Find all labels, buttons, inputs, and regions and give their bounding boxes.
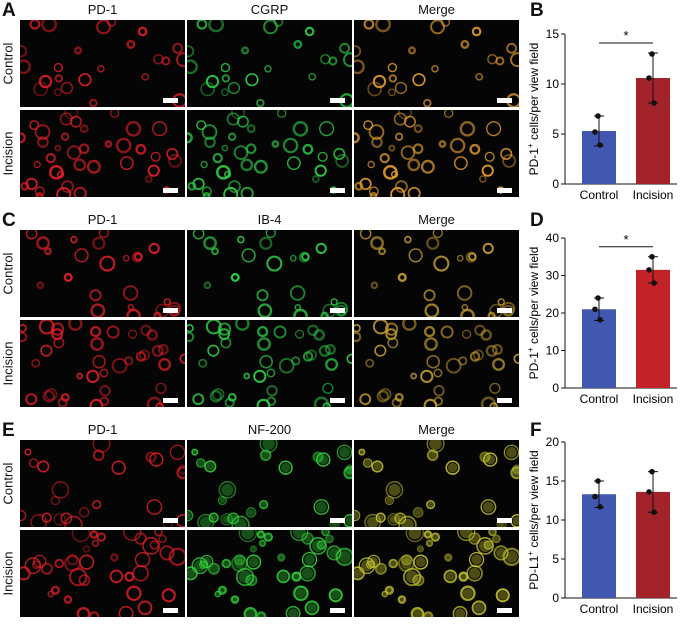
panel-letter-b: B — [530, 0, 544, 21]
y-tick-label: 0 — [552, 177, 559, 191]
data-point — [592, 129, 598, 135]
data-point — [597, 503, 603, 510]
y-axis-label-rest: cells/per view field — [527, 450, 541, 551]
y-axis-label-sup: + — [527, 551, 535, 556]
y-axis-label: PD-1+ cells/per view field — [527, 247, 541, 380]
y-tick-label: 30 — [546, 269, 560, 283]
channel-label: PD-1 — [87, 212, 118, 227]
micrograph-image — [20, 320, 185, 407]
row-label: Control — [0, 462, 16, 504]
bar-control — [582, 494, 616, 598]
micrograph-image — [187, 320, 352, 407]
micrograph-image — [20, 440, 185, 527]
micrograph-image — [354, 230, 519, 317]
y-axis-label-main: PD-1 — [527, 148, 541, 176]
y-tick-label: 20 — [546, 435, 560, 449]
channel-label: PD-1 — [87, 2, 118, 17]
y-tick-label: 40 — [546, 231, 560, 245]
category-label: Incision — [633, 602, 674, 616]
micrograph-image — [20, 20, 185, 107]
y-tick-label: 20 — [546, 306, 560, 320]
bar-incision — [636, 269, 670, 388]
row-label: Control — [0, 42, 16, 84]
y-tick-label: 10 — [546, 344, 560, 358]
data-point — [646, 75, 652, 81]
channel-label: NF-200 — [247, 422, 292, 437]
y-axis-label-rest: cells/per view field — [527, 43, 541, 144]
row-label: Incision — [0, 550, 16, 596]
micrograph-image — [354, 440, 519, 527]
panel-letter-c: C — [2, 210, 16, 231]
panel-letter-e: E — [2, 420, 15, 441]
data-point — [651, 509, 657, 515]
panel-letter-f: F — [530, 420, 542, 441]
data-point — [646, 267, 652, 273]
micrograph-image — [187, 530, 352, 617]
data-point — [592, 493, 598, 500]
significance-star: * — [623, 28, 628, 43]
channel-label: Merge — [418, 2, 455, 17]
row-label: Incision — [0, 340, 16, 386]
micrograph-image — [187, 20, 352, 107]
panel-letter-d: D — [530, 210, 544, 231]
micrograph-image — [354, 110, 519, 197]
y-axis-label-main: PD-L1 — [527, 555, 541, 589]
y-tick-label: 10 — [546, 77, 560, 91]
channel-label: Merge — [418, 422, 455, 437]
y-axis-label-sup: + — [527, 143, 535, 148]
data-point — [592, 306, 598, 313]
y-tick-label: 0 — [552, 381, 559, 395]
y-axis-label-sup: + — [527, 347, 535, 352]
y-axis-label: PD-1+ cells/per view field — [527, 43, 541, 176]
y-tick-label: 15 — [546, 27, 560, 41]
data-point — [651, 100, 657, 106]
micrograph-image — [354, 20, 519, 107]
significance-star: * — [623, 232, 628, 247]
bar-chart-b: 0 5 10 15 PD-1+ cells/per view field Control I… — [527, 27, 677, 202]
data-point — [595, 478, 601, 484]
data-point — [597, 142, 603, 148]
row-label: Incision — [0, 130, 16, 176]
bar-chart-d: 0 10 20 30 40 PD-1+ cells/per view field Contr… — [527, 231, 677, 406]
y-tick-label: 0 — [552, 591, 559, 605]
micrograph-image — [187, 110, 352, 197]
y-axis-label-rest: cells/per view field — [527, 247, 541, 348]
micrograph-image — [20, 530, 185, 617]
data-point — [649, 253, 655, 260]
category-label: Control — [580, 188, 619, 202]
y-axis-label-main: PD-1 — [527, 352, 541, 380]
micrograph-image — [187, 230, 352, 317]
channel-label: PD-1 — [87, 422, 118, 437]
micrograph-image — [354, 530, 519, 617]
bar-control — [582, 309, 616, 388]
channel-label: IB-4 — [257, 212, 282, 227]
data-point — [649, 468, 655, 475]
bar-chart-f: 0 5 10 15 20 PD-L1+ cells/per view field Contr… — [527, 435, 677, 616]
panel-letter-a: A — [2, 0, 16, 21]
row-label: Control — [0, 252, 16, 294]
category-label: Incision — [633, 392, 674, 406]
y-tick-label: 5 — [552, 552, 559, 566]
data-point — [651, 280, 657, 286]
micrograph-image — [354, 320, 519, 407]
category-label: Control — [580, 602, 619, 616]
y-tick-label: 15 — [546, 474, 560, 488]
y-axis-label: PD-L1+ cells/per view field — [527, 450, 541, 589]
y-tick-label: 10 — [546, 513, 560, 527]
category-label: Control — [580, 392, 619, 406]
channel-label: Merge — [418, 212, 455, 227]
channel-label: CGRP — [250, 2, 289, 17]
micrograph-image — [187, 440, 352, 527]
micrograph-image — [20, 230, 185, 317]
data-point — [595, 113, 601, 119]
category-label: Incision — [633, 188, 674, 202]
y-tick-label: 5 — [552, 127, 559, 141]
data-point — [649, 51, 655, 57]
micrograph-image — [20, 110, 185, 197]
data-point — [597, 316, 603, 323]
data-point — [646, 489, 652, 495]
data-point — [595, 295, 601, 301]
